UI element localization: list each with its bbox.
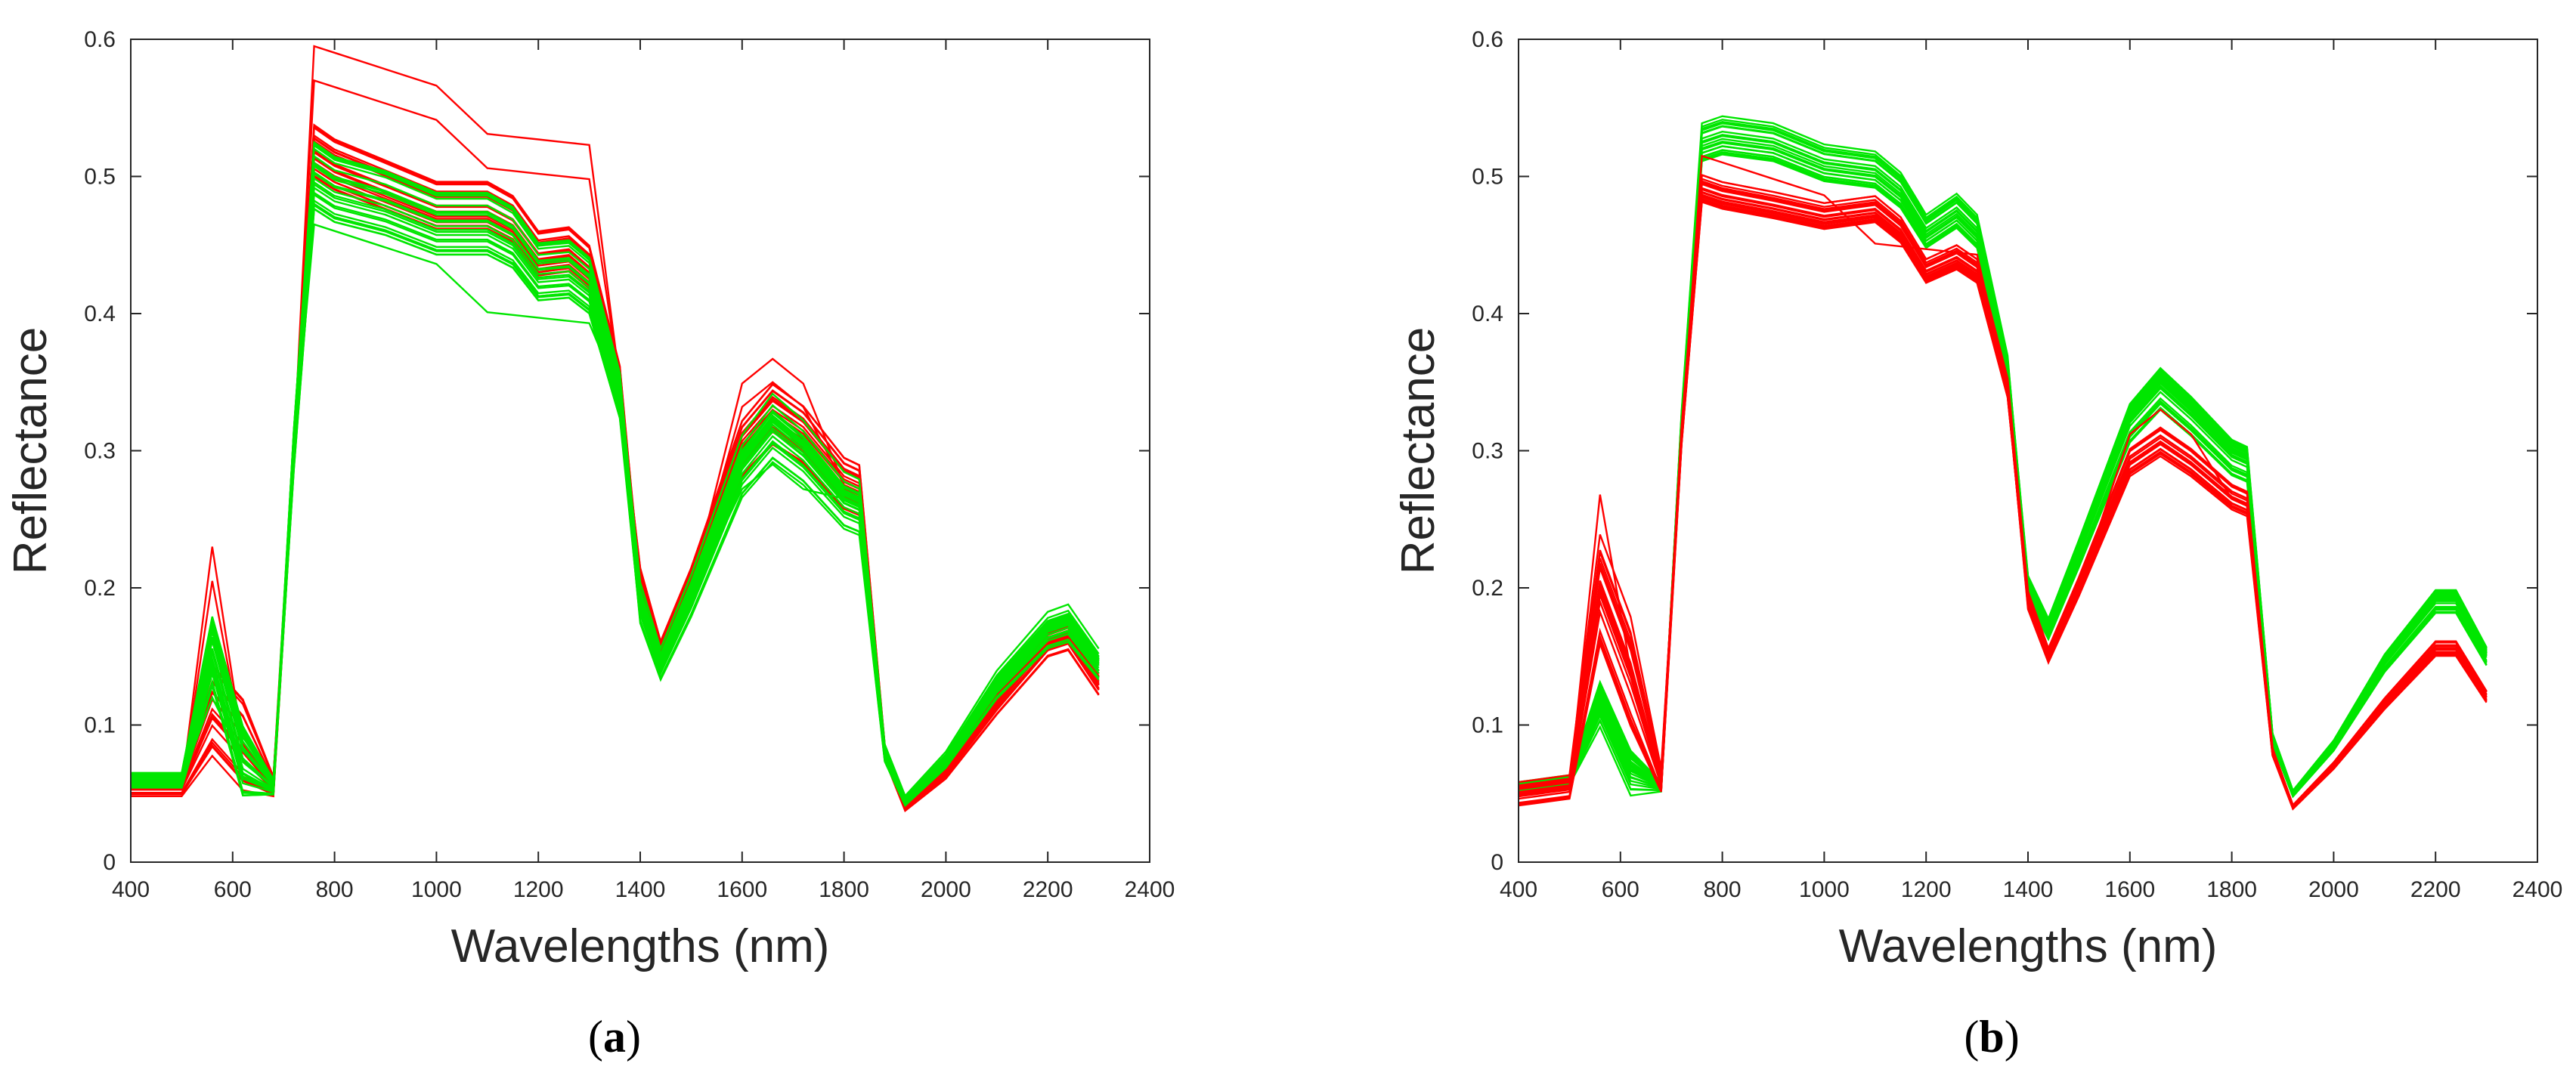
panel-b: 400 600 800 1000 1200 1400 1600 1800 2000 2200 240… [1288, 0, 2576, 1079]
caption-close: ) [626, 1012, 641, 1062]
x-tick-label: 1200 [513, 877, 564, 902]
x-tick-label: 2200 [1023, 877, 1073, 902]
caption-a: (a) [539, 1011, 690, 1063]
caption-b: (b) [1916, 1011, 2067, 1063]
x-tick-label: 400 [112, 877, 150, 902]
x-tick-label: 2200 [2410, 877, 2461, 902]
y-tick-label: 0 [103, 850, 116, 875]
x-tick-label: 600 [1602, 877, 1639, 902]
series-outlier-green-spectra-0 [131, 223, 1100, 802]
ticks: 400 600 800 1000 1200 1400 1600 1800 2000 2200 240… [84, 27, 1175, 902]
y-tick-label: 0.5 [84, 165, 116, 190]
series-lines [131, 45, 1100, 812]
y-tick-label: 0.4 [1472, 301, 1503, 326]
y-tick-label: 0.2 [84, 576, 116, 601]
series-line-green-spectra-23 [1518, 120, 2488, 795]
y-tick-label: 0.1 [1472, 713, 1503, 738]
y-tick-label: 0 [1491, 850, 1503, 875]
x-tick-label: 800 [1704, 877, 1742, 902]
ticks: 400 600 800 1000 1200 1400 1600 1800 2000 2200 240… [1472, 27, 2562, 902]
series-outlier-red-spectra-0 [1518, 154, 2488, 809]
y-axis-label: Reflectance [5, 327, 57, 574]
plot-area [1519, 39, 2537, 862]
caption-letter: a [603, 1012, 626, 1062]
x-axis-label: Wavelengths (nm) [1839, 920, 2218, 972]
x-tick-label: 1800 [2206, 877, 2257, 902]
chart-b: 400 600 800 1000 1200 1400 1600 1800 2000 2200 240… [1392, 27, 2562, 972]
panel-a: 400 600 800 1000 1200 1400 1600 1800 2000 2200 240… [5, 27, 1175, 1063]
x-tick-label: 2000 [2308, 877, 2359, 902]
x-tick-label: 1000 [1799, 877, 1850, 902]
x-tick-label: 1400 [615, 877, 666, 902]
y-tick-label: 0.2 [1472, 576, 1503, 601]
chart-a: 400 600 800 1000 1200 1400 1600 1800 2000 2200 240… [5, 27, 1175, 972]
x-tick-label: 1400 [2003, 877, 2054, 902]
caption-letter: b [1979, 1012, 2005, 1062]
x-tick-label: 600 [214, 877, 252, 902]
caption-close: ) [2004, 1012, 2020, 1062]
x-tick-label: 400 [1500, 877, 1537, 902]
x-tick-label: 1800 [819, 877, 869, 902]
x-tick-label: 2400 [1125, 877, 1175, 902]
x-tick-label: 2400 [2513, 877, 2563, 902]
series-line-green-spectra-21 [131, 154, 1100, 798]
y-tick-label: 0.4 [84, 301, 116, 326]
y-tick-label: 0.1 [84, 713, 116, 738]
plot-area [131, 39, 1150, 862]
y-axis-label: Reflectance [1392, 327, 1444, 574]
y-tick-label: 0.6 [84, 27, 116, 52]
x-tick-label: 1600 [2104, 877, 2155, 902]
x-tick-label: 1600 [717, 877, 767, 902]
y-tick-label: 0.3 [1472, 439, 1503, 464]
series-lines [1518, 115, 2488, 811]
y-tick-label: 0.3 [84, 439, 116, 464]
y-tick-label: 0.6 [1472, 27, 1503, 52]
caption-open: ( [1964, 1012, 1980, 1062]
x-tick-label: 1000 [411, 877, 462, 902]
x-tick-label: 800 [316, 877, 354, 902]
caption-open: ( [588, 1012, 603, 1062]
x-axis-label: Wavelengths (nm) [451, 920, 830, 972]
x-tick-label: 2000 [921, 877, 971, 902]
y-tick-label: 0.5 [1472, 165, 1503, 190]
x-tick-label: 1200 [1901, 877, 1952, 902]
